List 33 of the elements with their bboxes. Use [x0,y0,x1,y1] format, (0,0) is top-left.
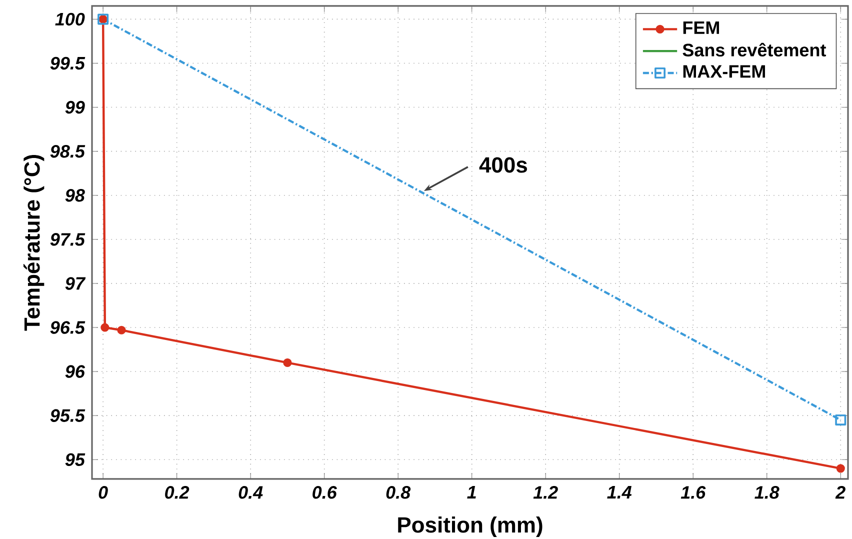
y-tick-label: 95 [65,453,86,466]
x-tick-label: 1.6 [680,486,706,499]
x-axis-title: Position (mm) [398,516,542,538]
y-tick-label: 100 [55,12,85,26]
x-tick-label: 0.2 [165,486,190,499]
x-tick-label: 0.6 [312,486,337,499]
annotation: 400s [479,157,527,173]
y-tick-label: 97.5 [50,233,86,246]
y-axis-title: Température (°C) [23,155,44,331]
y-tick-label: 98.5 [50,144,86,158]
x-tick-label: 2 [835,486,846,499]
y-tick-label: 99.5 [50,56,86,70]
point [283,358,292,368]
x-tick-label: 1.4 [607,486,632,498]
y-tick-label: 96 [65,365,86,378]
y-tick-label: 97 [65,277,86,290]
point [835,414,846,426]
y-tick-label: 95.5 [50,409,86,422]
legend-label: Sans revêtement [682,42,826,56]
point [100,323,110,332]
y-tick-label: 99 [65,100,85,114]
x-tick-label: 0 [98,486,108,499]
y-tick-label: 96.5 [50,321,86,334]
legend-label: MAX-FEM [683,65,765,78]
y-tick-label: 98 [65,188,85,202]
x-tick-label: 1.8 [754,486,780,499]
x-tick-label: 0.8 [386,486,411,499]
legend-label: FEM [683,21,719,34]
x-tick-label: 1.2 [533,486,558,499]
x-tick-label: 1 [467,486,476,498]
point [117,326,126,334]
x-tick-label: 0.4 [238,486,263,499]
point [836,464,845,473]
